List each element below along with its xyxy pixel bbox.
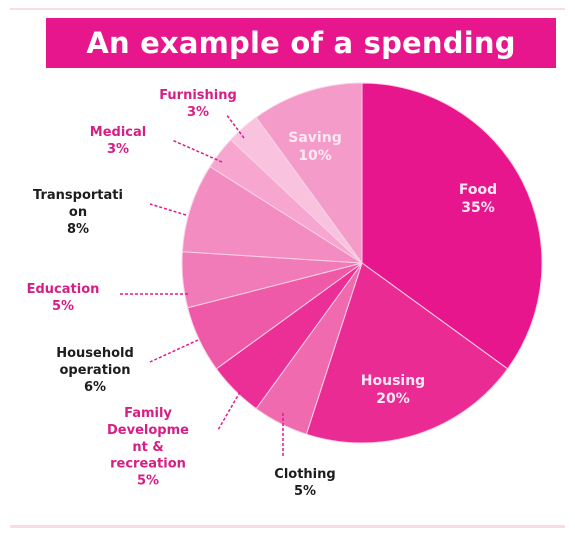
slice-label-education: Education 5% bbox=[27, 282, 100, 314]
leader-line-transportati-on bbox=[149, 203, 187, 216]
slice-label-family-developme-nt-recreation: Family Developme nt & recreation 5% bbox=[107, 406, 189, 489]
slice-label-clothing: Clothing 5% bbox=[274, 467, 335, 499]
leader-line-household-operation bbox=[149, 339, 199, 363]
slice-label-household-operation: Household operation 6% bbox=[56, 346, 134, 395]
pie-slice-food bbox=[361, 82, 543, 370]
leader-line-family-developme-nt-recreation bbox=[217, 391, 241, 431]
leader-line-medical bbox=[171, 139, 223, 163]
pie-slice-housing bbox=[305, 262, 509, 444]
slice-label-medical: Medical 3% bbox=[90, 125, 146, 157]
pie-slice-saving bbox=[255, 82, 363, 265]
slice-label-saving: Saving 10% bbox=[288, 130, 341, 164]
pie-slice-transportati-on bbox=[181, 165, 363, 264]
slice-label-food: Food 35% bbox=[459, 182, 497, 216]
leader-line-furnishing bbox=[225, 113, 245, 139]
slice-label-furnishing: Furnishing 3% bbox=[159, 88, 237, 120]
slice-label-housing: Housing 20% bbox=[361, 373, 425, 407]
slice-label-transportati-on: Transportati on 8% bbox=[33, 188, 123, 237]
